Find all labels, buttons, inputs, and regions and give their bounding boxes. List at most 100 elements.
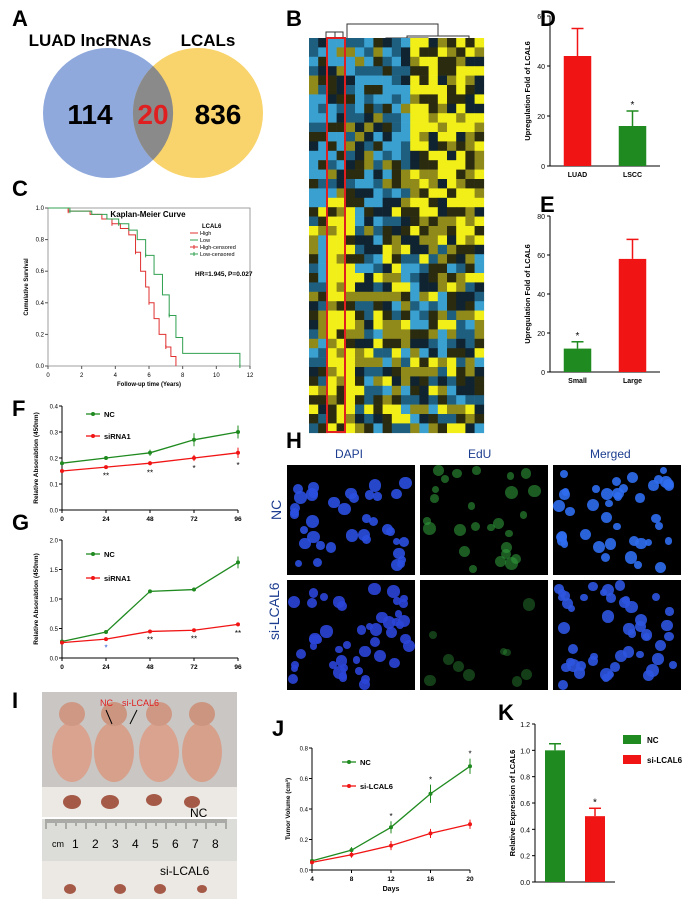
cell-nucleus bbox=[628, 535, 640, 546]
heatmap-cell bbox=[345, 254, 356, 264]
heatmap-cell bbox=[382, 47, 393, 58]
heatmap-cell bbox=[391, 188, 402, 199]
heatmap-cell bbox=[327, 273, 337, 283]
heatmap-cell bbox=[382, 385, 393, 396]
data-point-nc bbox=[148, 450, 152, 455]
heatmap-cell bbox=[345, 291, 356, 302]
y-tick-label: 60 bbox=[537, 14, 545, 21]
heatmap-cell bbox=[382, 113, 393, 123]
heatmap-cell bbox=[437, 169, 448, 180]
heatmap-cell bbox=[465, 207, 475, 217]
heatmap-cell bbox=[410, 254, 420, 264]
heatmap-cell bbox=[336, 38, 347, 48]
heatmap-cell bbox=[447, 75, 457, 86]
cell-nucleus bbox=[320, 592, 329, 601]
ruler-ticks bbox=[45, 819, 227, 829]
heatmap-cell bbox=[309, 85, 319, 95]
cell-nucleus bbox=[642, 670, 654, 681]
heatmap-cell bbox=[419, 75, 429, 86]
heatmap-cell bbox=[410, 376, 420, 387]
cell-nucleus bbox=[511, 553, 522, 564]
heatmap-cell bbox=[327, 122, 337, 133]
heatmap-cell bbox=[465, 94, 475, 105]
heatmap-cell bbox=[318, 179, 328, 189]
heatmap-cell bbox=[327, 160, 337, 170]
heatmap-cell bbox=[382, 132, 393, 142]
heatmap-cell bbox=[437, 404, 448, 415]
heatmap-cell bbox=[336, 385, 347, 396]
significance-mark: ** bbox=[147, 636, 153, 645]
heatmap-cell bbox=[401, 263, 411, 274]
heatmap-cell bbox=[336, 263, 347, 274]
heatmap-cell bbox=[355, 404, 365, 415]
data-point-nc bbox=[468, 764, 472, 769]
heatmap-cell bbox=[474, 376, 485, 387]
heatmap-cell bbox=[318, 404, 328, 415]
bar-si-lcal6 bbox=[585, 816, 605, 882]
cell-nucleus bbox=[588, 581, 598, 592]
heatmap-cell bbox=[474, 301, 485, 311]
mouse-4 bbox=[182, 702, 222, 782]
heatmap-cell bbox=[391, 244, 402, 255]
heatmap-cell bbox=[364, 254, 374, 264]
heatmap-cell bbox=[437, 291, 448, 302]
heatmap-cell bbox=[391, 75, 402, 86]
heatmap-cell bbox=[437, 113, 448, 123]
heatmap-cell bbox=[456, 301, 466, 311]
heatmap-cell bbox=[345, 357, 356, 368]
cell-nucleus bbox=[295, 648, 306, 659]
heatmap-cell bbox=[401, 301, 411, 311]
heatmap-cell bbox=[345, 113, 356, 123]
heatmap-cell bbox=[401, 103, 411, 114]
x-tick-label: 4 bbox=[310, 876, 314, 883]
heatmap-cell bbox=[309, 169, 319, 180]
heatmap-cell bbox=[410, 244, 420, 255]
heatmap-cell bbox=[345, 282, 356, 293]
ruler-num-7: 7 bbox=[192, 837, 199, 851]
cell-nucleus bbox=[560, 591, 571, 602]
mouse-1 bbox=[52, 702, 92, 782]
heatmap-cell bbox=[419, 348, 429, 358]
heatmap-cell bbox=[345, 94, 356, 105]
y-tick-label: 0.3 bbox=[50, 431, 59, 437]
heatmap-cell bbox=[437, 216, 448, 227]
heatmap-cell bbox=[382, 423, 393, 434]
y-tick-label: 40 bbox=[537, 64, 545, 71]
data-point-nc bbox=[349, 848, 354, 853]
cell-nucleus bbox=[373, 492, 382, 501]
heatmap-cell bbox=[419, 85, 429, 95]
heatmap-cell bbox=[345, 301, 356, 311]
heatmap-cell bbox=[373, 235, 383, 246]
panel-label-f: F bbox=[12, 396, 26, 421]
heatmap-cell bbox=[428, 226, 439, 236]
heatmap-cell bbox=[437, 85, 448, 95]
heatmap-cell bbox=[336, 47, 347, 58]
heatmap-cell bbox=[447, 132, 457, 142]
heatmap-cell bbox=[345, 179, 356, 189]
heatmap-cell bbox=[327, 75, 337, 86]
heatmap-cell bbox=[474, 244, 485, 255]
heatmap-cell bbox=[318, 141, 328, 152]
cell-nucleus bbox=[299, 525, 308, 534]
y-tick-label: 0.6 bbox=[36, 269, 45, 275]
heatmap-cell bbox=[327, 197, 337, 208]
cell-nucleus bbox=[308, 632, 321, 645]
heatmap-cell bbox=[428, 141, 439, 152]
heatmap-cell bbox=[410, 329, 420, 340]
heatmap-cell bbox=[419, 38, 429, 48]
heatmap-cell bbox=[391, 141, 402, 152]
heatmap-cell bbox=[447, 150, 457, 161]
heatmap-cell bbox=[345, 38, 356, 48]
heatmap-cell bbox=[456, 85, 466, 95]
heatmap-cell bbox=[447, 56, 457, 67]
heatmap-cell bbox=[373, 385, 383, 396]
cell-nucleus bbox=[442, 654, 454, 666]
data-point-si-lcal6 bbox=[389, 843, 393, 848]
heatmap-cell bbox=[474, 254, 485, 264]
heatmap-cell bbox=[456, 75, 466, 86]
heatmap-cell bbox=[410, 103, 420, 114]
cell-nucleus bbox=[635, 537, 647, 550]
cell-nucleus bbox=[429, 631, 438, 640]
heatmap-cell bbox=[327, 348, 337, 358]
heatmap-cell bbox=[345, 263, 356, 274]
